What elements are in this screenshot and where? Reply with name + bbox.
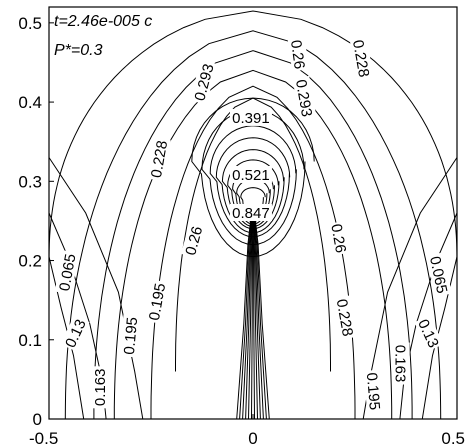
contour-line	[93, 50, 413, 419]
y-tick-label: 0.1	[18, 331, 42, 350]
axis-ticks: -0.5 0 0.500.10.20.30.40.5	[18, 14, 465, 448]
source-stem-line	[254, 216, 270, 420]
contour-label: 0.065	[426, 255, 450, 295]
contour-label: 0.228	[333, 298, 356, 338]
contour-label: 0.065	[56, 253, 79, 293]
contour-label: 0.228	[349, 39, 372, 79]
y-tick-label: 0.3	[18, 172, 42, 191]
contour-line	[64, 30, 442, 420]
time-annotation: t=2.46e-005 c	[54, 13, 152, 30]
contour-label-background	[392, 342, 410, 385]
contour-label-background	[144, 279, 169, 324]
contour-label-background	[146, 136, 171, 182]
source-stem-line	[248, 216, 253, 420]
contour-label: 0.163	[92, 369, 109, 407]
contour-line	[215, 137, 291, 234]
source-stem-line	[254, 216, 267, 420]
contour-line	[191, 97, 315, 258]
y-tick-label: 0.4	[18, 93, 42, 112]
pressure-annotation: P*=0.3	[54, 42, 103, 59]
contour-label: 0.163	[392, 345, 409, 383]
x-tick-label: -0.5	[29, 429, 58, 448]
source-stem-line	[245, 216, 253, 420]
contour-label-background	[349, 36, 374, 81]
contour-label-background	[60, 315, 90, 352]
source-stem-line	[253, 216, 258, 420]
source-stem-line	[251, 216, 254, 420]
contour-line	[48, 10, 458, 261]
contour-line	[113, 69, 393, 419]
contour-labels: 0.293 0.26 0.228 0.293 0.391 0.228 0.521 0.847 0…	[54, 36, 452, 413]
source-stem-line	[253, 216, 261, 420]
contour-label-background	[229, 108, 272, 126]
contour-line	[209, 125, 297, 238]
source-stem-line	[242, 216, 253, 420]
contour-label-background	[229, 165, 272, 183]
y-tick-label: 0.5	[18, 14, 42, 33]
contour-label-background	[287, 37, 310, 72]
x-tick-label: 0	[248, 429, 257, 448]
contour-label-background	[119, 314, 141, 358]
contour-label: 0.26	[182, 225, 206, 258]
contour-line	[201, 109, 305, 246]
contour-label-background	[363, 369, 385, 413]
contour-line	[421, 256, 458, 420]
y-tick-label: 0.2	[18, 252, 42, 271]
source-stem-line	[239, 216, 252, 420]
contour-label-background	[189, 59, 218, 105]
contour-label-background	[229, 204, 272, 221]
contour-label: 0.195	[146, 282, 169, 322]
contour-label-background	[292, 75, 317, 121]
contour-label: 0.26	[327, 223, 349, 255]
contour-label: 0.521	[232, 167, 270, 184]
contour-label: 0.195	[363, 372, 383, 411]
contour-label-background	[181, 222, 206, 259]
contour-label: 0.195	[121, 316, 141, 355]
contour-label: 0.293	[292, 78, 315, 118]
contour-label-background	[328, 221, 351, 256]
source-stem-line	[236, 216, 252, 420]
y-tick-label: 0	[33, 410, 42, 429]
contour-label: 0.847	[232, 205, 270, 222]
contour-label: 0.26	[287, 39, 308, 70]
contour-label-background	[54, 250, 79, 295]
source-stem-line	[252, 216, 255, 420]
contour-line	[221, 149, 285, 230]
contour-label: 0.293	[191, 62, 217, 103]
contour-label-background	[91, 366, 108, 409]
contour-label: 0.228	[148, 139, 171, 179]
contour-label-background	[414, 315, 444, 352]
contour-label-background	[426, 252, 452, 298]
contour-label: 0.391	[232, 110, 270, 127]
contour-label-background	[333, 295, 358, 340]
source-stem-line	[253, 216, 264, 420]
contour-line	[48, 157, 144, 420]
x-tick-label: 0.5	[441, 429, 465, 448]
